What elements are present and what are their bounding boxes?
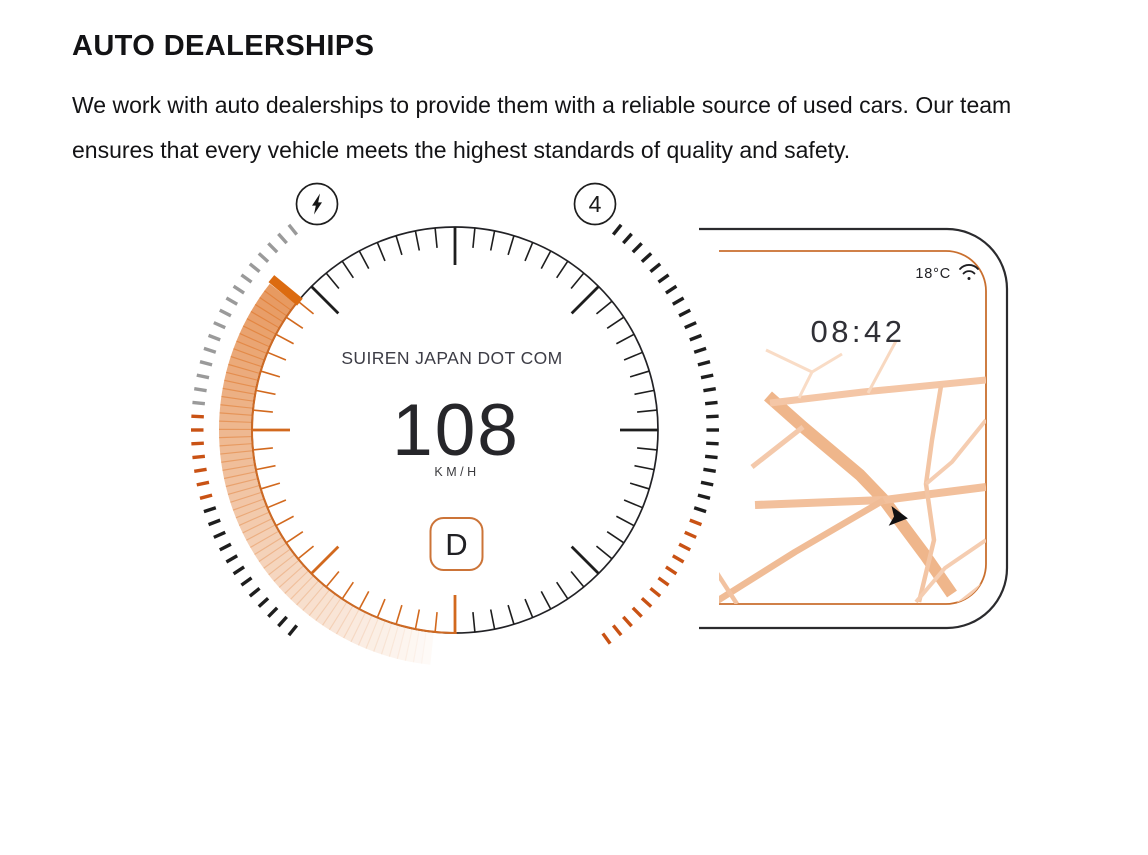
gear-count-badge: 4 (573, 182, 617, 226)
gauge-needle-cap (268, 275, 303, 306)
lightning-bolt-icon (312, 193, 322, 215)
map-roads (719, 340, 986, 604)
clock-time: 08:42 (810, 314, 905, 349)
nav-panel: 18°C 08:42 (699, 227, 1009, 630)
speed-unit-label: KM/H (434, 465, 479, 479)
temperature-label: 18°C (915, 266, 951, 282)
wifi-icon (959, 264, 979, 280)
lightning-badge (295, 182, 339, 226)
brand-label: SUIREN JAPAN DOT COM (341, 348, 562, 368)
drive-mode-letter: D (445, 527, 467, 562)
page-title: AUTO DEALERSHIPS (72, 30, 375, 62)
outer-dash-ring (191, 223, 719, 645)
speed-band-arc (219, 283, 434, 665)
page-description: We work with auto dealerships to provide… (72, 92, 1012, 163)
drive-mode-indicator: D (429, 517, 484, 571)
gear-count-value: 4 (589, 191, 602, 217)
nav-panel-inner-border (719, 250, 987, 605)
page-header: AUTO DEALERSHIPS We work with auto deale… (72, 30, 1072, 173)
gauge-tick-marks (252, 227, 658, 633)
speed-value: 108 (392, 390, 520, 471)
nav-panel-outer-border (699, 227, 1009, 630)
navigation-arrow-icon (888, 505, 908, 526)
